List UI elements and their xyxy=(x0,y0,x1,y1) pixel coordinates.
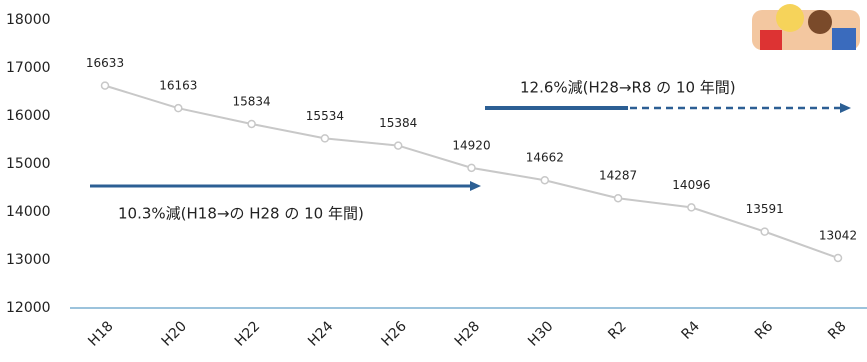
annotation: 10.3%減(H18→の H28 の 10 年間) xyxy=(118,205,364,223)
x-tick-label: H20 xyxy=(159,318,190,349)
x-tick-label: H26 xyxy=(379,318,410,349)
x-tick-label: H28 xyxy=(452,318,483,349)
x-tick-label: R2 xyxy=(605,318,629,342)
data-label: 14920 xyxy=(452,138,490,152)
marker xyxy=(174,103,183,113)
marker xyxy=(540,175,550,185)
data-label: 15834 xyxy=(233,94,271,108)
x-tick-label: H18 xyxy=(85,318,116,349)
data-label: 13042 xyxy=(819,228,857,242)
marker xyxy=(393,141,403,150)
arrow-head xyxy=(470,181,481,191)
marker xyxy=(687,203,696,212)
illustration xyxy=(752,4,860,50)
data-label: 14287 xyxy=(599,169,637,183)
data-label: 14096 xyxy=(672,178,710,192)
x-tick-label: R6 xyxy=(752,318,777,343)
data-label: 15384 xyxy=(379,116,417,130)
y-tick-label: 18000 xyxy=(6,12,51,28)
y-tick-label: 14000 xyxy=(6,204,51,220)
y-tick-label: 17000 xyxy=(6,60,51,76)
marker xyxy=(467,163,476,173)
marker xyxy=(760,227,769,236)
x-tick-label: R8 xyxy=(825,318,849,342)
marker xyxy=(320,134,330,143)
marker xyxy=(247,119,256,129)
data-label: 16163 xyxy=(159,79,197,93)
y-tick-label: 13000 xyxy=(6,252,51,268)
arrow-head xyxy=(840,103,851,113)
data-label: 13591 xyxy=(746,202,784,216)
x-tick-label: H30 xyxy=(525,318,556,349)
annotation: 12.6%減(H28→R8 の 10 年間) xyxy=(520,79,736,97)
y-tick-label: 15000 xyxy=(6,156,51,172)
x-tick-label: H22 xyxy=(232,318,263,349)
marker xyxy=(833,253,843,263)
x-tick-label: R4 xyxy=(679,318,704,343)
y-tick-label: 12000 xyxy=(6,300,51,316)
data-label: 15534 xyxy=(306,109,344,123)
marker xyxy=(100,81,110,90)
x-tick-label: H24 xyxy=(305,318,336,349)
y-tick-label: 16000 xyxy=(6,108,51,124)
data-label: 16633 xyxy=(86,56,124,70)
data-label: 14662 xyxy=(526,151,564,165)
marker xyxy=(613,193,623,203)
